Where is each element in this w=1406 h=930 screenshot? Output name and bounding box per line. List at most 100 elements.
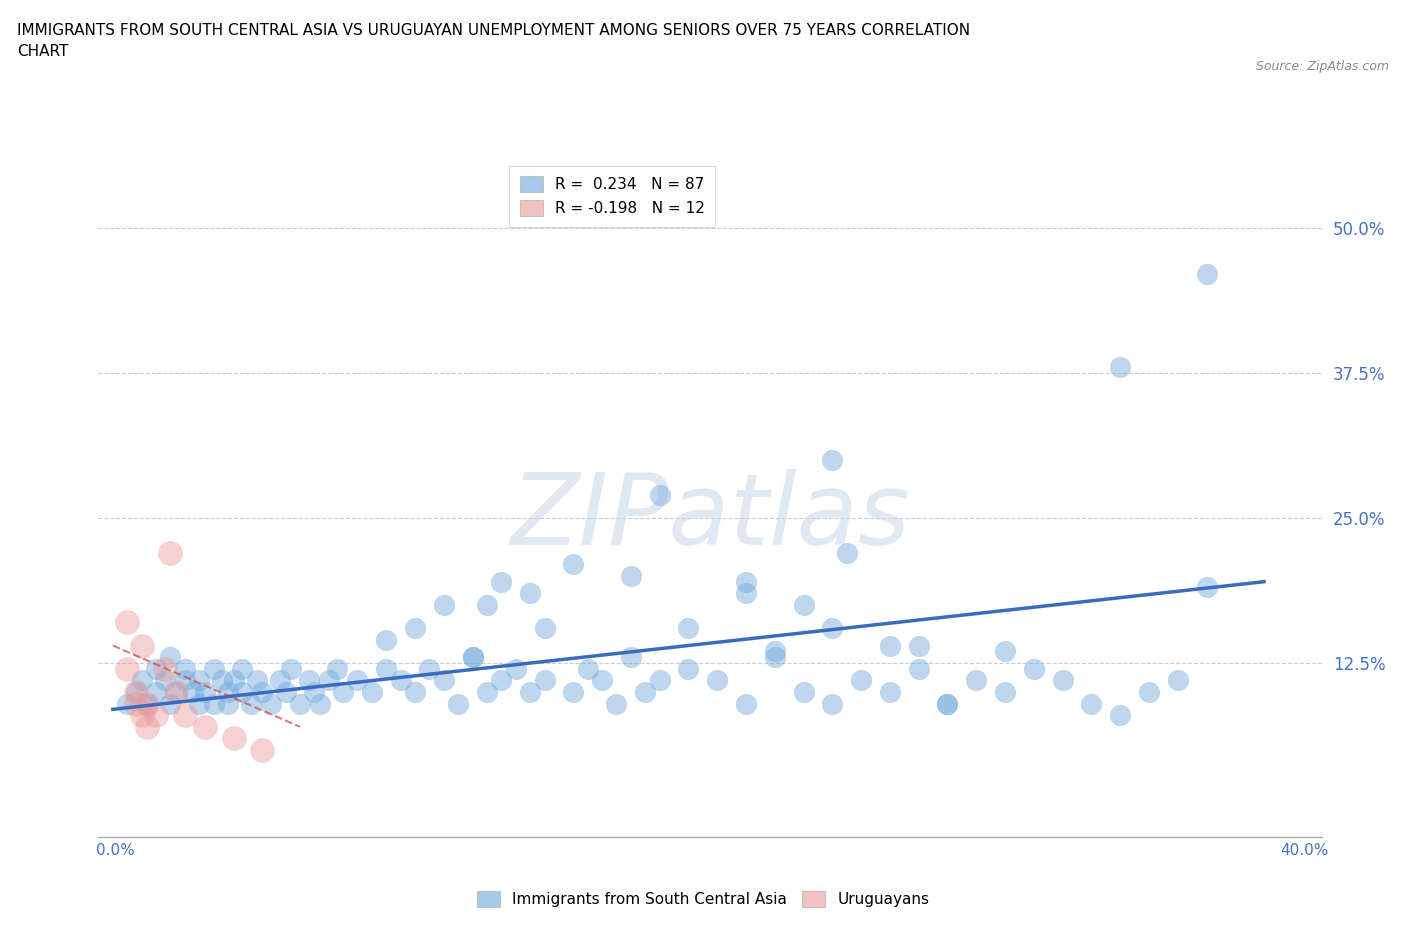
Point xyxy=(433,597,456,612)
Point xyxy=(605,696,627,711)
Point xyxy=(519,586,541,601)
Point xyxy=(145,708,167,723)
Point xyxy=(821,452,844,467)
Point xyxy=(533,620,555,635)
Point xyxy=(346,673,368,688)
Point xyxy=(907,661,929,676)
Point xyxy=(562,684,585,699)
Point xyxy=(360,684,382,699)
Point xyxy=(835,545,858,560)
Point xyxy=(1195,580,1218,595)
Point xyxy=(994,684,1017,699)
Point xyxy=(821,696,844,711)
Point xyxy=(280,661,302,676)
Point xyxy=(246,673,269,688)
Point xyxy=(145,661,167,676)
Point xyxy=(159,545,181,560)
Point xyxy=(461,650,484,665)
Point xyxy=(115,696,138,711)
Point xyxy=(634,684,657,699)
Point xyxy=(202,661,225,676)
Point xyxy=(491,673,513,688)
Point xyxy=(153,661,176,676)
Point xyxy=(194,719,217,734)
Point xyxy=(297,673,319,688)
Point xyxy=(678,661,700,676)
Point xyxy=(447,696,470,711)
Point xyxy=(735,574,758,589)
Point xyxy=(252,742,274,757)
Point xyxy=(735,696,758,711)
Point xyxy=(907,638,929,653)
Point xyxy=(326,661,349,676)
Point xyxy=(576,661,599,676)
Point xyxy=(1022,661,1045,676)
Point xyxy=(849,673,872,688)
Point xyxy=(217,684,239,699)
Point xyxy=(433,673,456,688)
Point xyxy=(475,684,498,699)
Point xyxy=(304,684,326,699)
Point xyxy=(461,650,484,665)
Point xyxy=(288,696,311,711)
Point xyxy=(793,684,815,699)
Point xyxy=(994,644,1017,658)
Point xyxy=(136,696,159,711)
Point xyxy=(821,620,844,635)
Point xyxy=(131,673,153,688)
Point xyxy=(519,684,541,699)
Point xyxy=(136,719,159,734)
Point xyxy=(145,684,167,699)
Point xyxy=(706,673,728,688)
Point xyxy=(763,650,786,665)
Point xyxy=(165,684,187,699)
Point xyxy=(375,661,398,676)
Point xyxy=(418,661,440,676)
Point xyxy=(965,673,987,688)
Point xyxy=(159,650,181,665)
Point xyxy=(389,673,412,688)
Point xyxy=(505,661,527,676)
Point xyxy=(1109,708,1132,723)
Point xyxy=(533,673,555,688)
Point xyxy=(125,684,148,699)
Point xyxy=(735,586,758,601)
Point xyxy=(131,708,153,723)
Point xyxy=(620,568,643,583)
Point xyxy=(375,632,398,647)
Point xyxy=(188,696,211,711)
Point xyxy=(260,696,283,711)
Point xyxy=(274,684,297,699)
Point xyxy=(136,696,159,711)
Text: ZIPatlas: ZIPatlas xyxy=(510,470,910,566)
Point xyxy=(879,684,901,699)
Point xyxy=(318,673,340,688)
Point xyxy=(153,673,176,688)
Point xyxy=(1109,360,1132,375)
Legend: Immigrants from South Central Asia, Uruguayans: Immigrants from South Central Asia, Urug… xyxy=(471,884,935,913)
Point xyxy=(793,597,815,612)
Point xyxy=(404,620,426,635)
Point xyxy=(678,620,700,635)
Point xyxy=(173,661,195,676)
Point xyxy=(173,708,195,723)
Point xyxy=(125,696,148,711)
Point xyxy=(763,644,786,658)
Point xyxy=(183,684,205,699)
Point xyxy=(879,638,901,653)
Point xyxy=(222,673,245,688)
Point xyxy=(936,696,959,711)
Point xyxy=(231,661,253,676)
Point xyxy=(173,673,195,688)
Point xyxy=(620,650,643,665)
Point xyxy=(131,638,153,653)
Point xyxy=(591,673,613,688)
Point xyxy=(404,684,426,699)
Point xyxy=(194,684,217,699)
Point xyxy=(1137,684,1160,699)
Point xyxy=(252,684,274,699)
Text: 0.0%: 0.0% xyxy=(96,844,135,858)
Point xyxy=(648,487,671,502)
Point xyxy=(1052,673,1074,688)
Point xyxy=(125,684,148,699)
